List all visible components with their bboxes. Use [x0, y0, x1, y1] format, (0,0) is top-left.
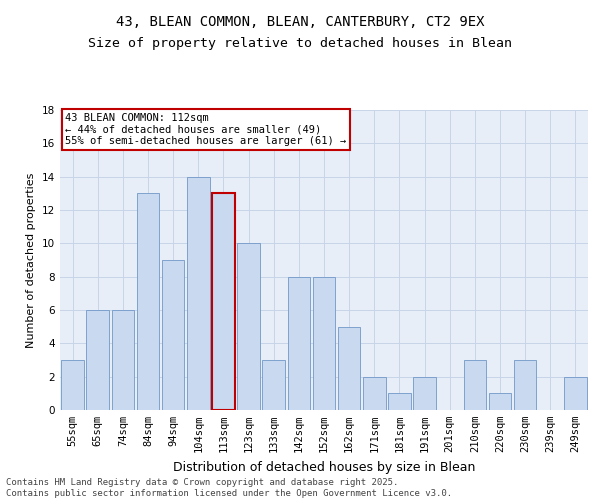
X-axis label: Distribution of detached houses by size in Blean: Distribution of detached houses by size … — [173, 460, 475, 473]
Bar — [237, 244, 260, 410]
Bar — [112, 310, 134, 410]
Bar — [413, 376, 436, 410]
Bar — [162, 260, 184, 410]
Text: 43 BLEAN COMMON: 112sqm
← 44% of detached houses are smaller (49)
55% of semi-de: 43 BLEAN COMMON: 112sqm ← 44% of detache… — [65, 113, 347, 146]
Bar — [313, 276, 335, 410]
Bar — [212, 194, 235, 410]
Text: Contains HM Land Registry data © Crown copyright and database right 2025.
Contai: Contains HM Land Registry data © Crown c… — [6, 478, 452, 498]
Bar — [388, 394, 411, 410]
Bar — [464, 360, 486, 410]
Bar — [137, 194, 160, 410]
Bar — [187, 176, 209, 410]
Text: Size of property relative to detached houses in Blean: Size of property relative to detached ho… — [88, 38, 512, 51]
Bar — [61, 360, 84, 410]
Y-axis label: Number of detached properties: Number of detached properties — [26, 172, 37, 348]
Bar — [262, 360, 285, 410]
Bar — [86, 310, 109, 410]
Text: 43, BLEAN COMMON, BLEAN, CANTERBURY, CT2 9EX: 43, BLEAN COMMON, BLEAN, CANTERBURY, CT2… — [116, 15, 484, 29]
Bar — [363, 376, 386, 410]
Bar — [564, 376, 587, 410]
Bar — [287, 276, 310, 410]
Bar — [338, 326, 361, 410]
Bar — [488, 394, 511, 410]
Bar — [514, 360, 536, 410]
